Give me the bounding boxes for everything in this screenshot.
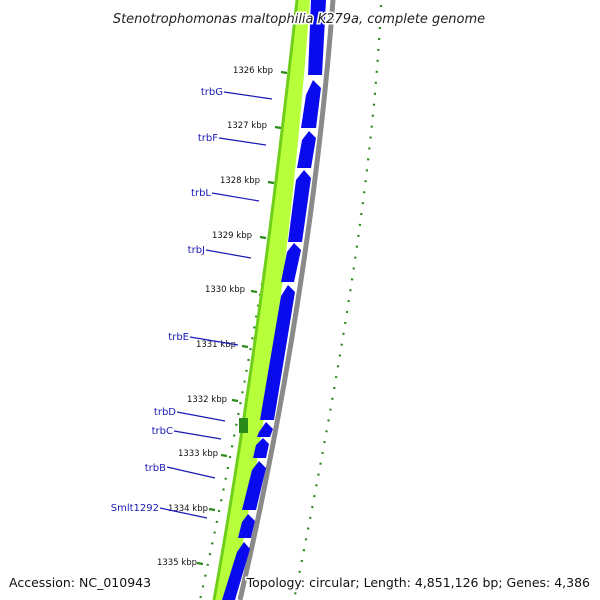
- kbp-label: 1328 kbp: [220, 176, 260, 186]
- gene-arrow: [222, 542, 250, 600]
- gene-arrow: [308, 0, 326, 75]
- gene-label[interactable]: trbF: [198, 133, 218, 144]
- gene-arrow: [260, 285, 295, 420]
- kbp-label: 1330 kbp: [205, 285, 245, 295]
- gc-skew-mark: [239, 418, 248, 433]
- tick-mark: [267, 180, 275, 185]
- kbp-label: 1333 kbp: [178, 449, 218, 459]
- gene-arrow: [301, 80, 321, 128]
- gene-arrow: [288, 170, 311, 242]
- gene-label[interactable]: trbD: [154, 407, 176, 418]
- gene-leader: [159, 507, 208, 519]
- gene-label[interactable]: trbB: [145, 463, 166, 474]
- tick-mark: [280, 70, 288, 75]
- gene-arrow: [242, 461, 266, 510]
- gene-arrows: [222, 0, 326, 600]
- tick-mark: [220, 453, 228, 458]
- tick-mark: [259, 235, 267, 240]
- gene-label[interactable]: trbE: [168, 332, 189, 343]
- gene-leader: [189, 336, 239, 346]
- gene-arrow: [297, 131, 316, 168]
- gene-leaders: [159, 91, 273, 519]
- gene-leader: [176, 411, 226, 422]
- gene-label[interactable]: trbG: [201, 87, 223, 98]
- gene-label[interactable]: trbL: [191, 188, 211, 199]
- gene-arrow: [281, 243, 301, 282]
- gene-leader: [211, 192, 260, 202]
- gene-arrow: [238, 514, 255, 538]
- gene-leader: [223, 91, 273, 100]
- tick-mark: [241, 344, 249, 349]
- topology-summary: Topology: circular; Length: 4,851,126 bp…: [246, 575, 590, 590]
- tick-mark: [196, 561, 204, 566]
- accession-text: Accession: NC_010943: [9, 575, 151, 590]
- kbp-label: 1329 kbp: [212, 231, 252, 241]
- gene-arrow: [257, 422, 273, 437]
- gene-labels: trbG trbF trbL trbJ trbE trbD trbC trbB …: [111, 87, 223, 514]
- gc-content-edge: [212, 0, 299, 600]
- page-title: Stenotrophomonas maltophilia K279a, comp…: [113, 12, 485, 27]
- gene-leader: [166, 466, 216, 479]
- kbp-label: 1327 kbp: [227, 121, 267, 131]
- gene-arrow: [253, 438, 269, 458]
- tick-marks: [196, 70, 288, 566]
- gene-leader: [173, 430, 222, 440]
- genome-backbone: [237, 0, 336, 600]
- kbp-label: 1334 kbp: [168, 504, 208, 514]
- tick-mark: [250, 289, 258, 294]
- gene-leader: [218, 137, 267, 146]
- kbp-labels: 1326 kbp 1327 kbp 1328 kbp 1329 kbp 1330…: [157, 66, 273, 568]
- gene-label[interactable]: trbJ: [188, 245, 205, 256]
- tick-mark: [231, 398, 239, 403]
- kbp-label: 1332 kbp: [187, 395, 227, 405]
- gene-label[interactable]: trbC: [152, 426, 173, 437]
- kbp-label: 1331 kbp: [196, 340, 236, 350]
- gc-content-band: [214, 0, 310, 600]
- tick-mark: [208, 507, 216, 512]
- gene-leader: [205, 249, 252, 259]
- tick-mark: [274, 125, 282, 130]
- kbp-label: 1326 kbp: [233, 66, 273, 76]
- gene-label[interactable]: Smlt1292: [111, 503, 159, 514]
- kbp-label: 1335 kbp: [157, 558, 197, 568]
- inner-dotted-ring: [198, 0, 305, 600]
